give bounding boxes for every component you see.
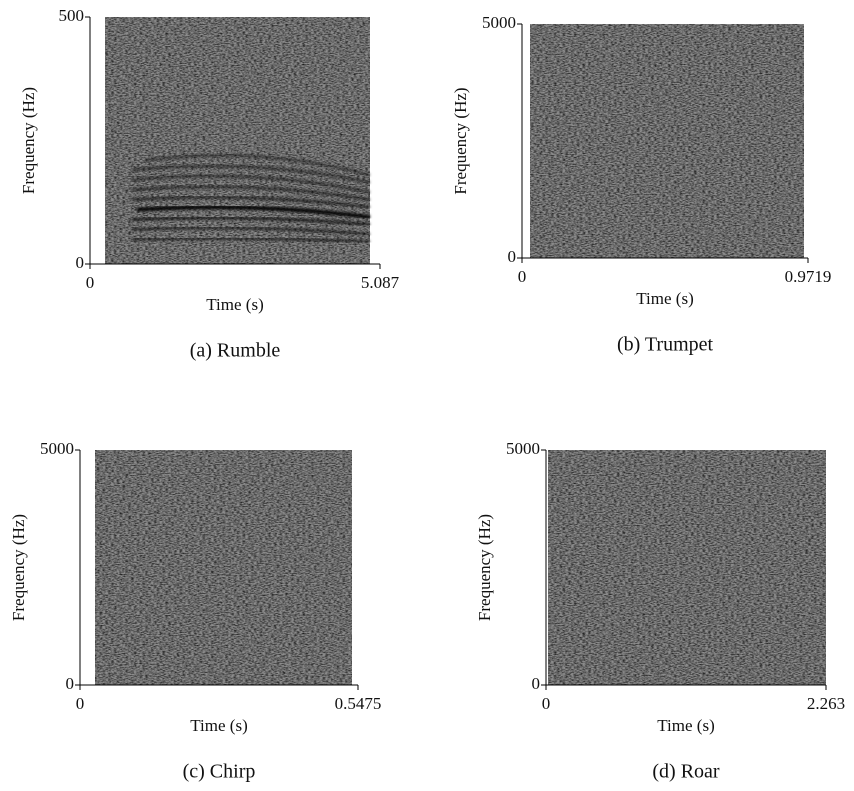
x-tick-label: 5.087 <box>361 273 400 292</box>
x-axis-label: Time (s) <box>657 716 714 735</box>
panel: 0 5000 0 0.5475 Time (s) Frequency (Hz) (c) Ch… <box>9 439 381 783</box>
x-tick-label: 0 <box>86 273 95 292</box>
harmonic <box>131 226 371 236</box>
x-tick-label: 0.5475 <box>335 694 382 713</box>
y-tick-label: 0 <box>76 253 85 272</box>
x-tick-label: 0 <box>518 267 527 286</box>
y-tick-label: 5000 <box>482 13 516 32</box>
harmonic <box>131 164 371 184</box>
panel: 0 5000 0 2.263 Time (s) Frequency (Hz) (d) Roa… <box>475 439 845 783</box>
x-tick-label: 2.263 <box>807 694 845 713</box>
harmonic <box>131 174 371 194</box>
x-axis-label: Time (s) <box>190 716 247 735</box>
y-tick-label: 0 <box>66 674 75 693</box>
x-axis-label: Time (s) <box>636 289 693 308</box>
caption: (a) Rumble <box>190 340 281 362</box>
y-axis-label: Frequency (Hz) <box>451 87 470 194</box>
x-tick-label: 0.9719 <box>785 267 832 286</box>
y-axis-label: Frequency (Hz) <box>9 514 28 621</box>
harmonic <box>131 185 371 202</box>
x-axis-label: Time (s) <box>206 295 263 314</box>
spectrogram-noise <box>105 17 370 264</box>
y-axis-label: Frequency (Hz) <box>19 87 38 194</box>
harmonic <box>144 153 371 177</box>
y-tick-label: 5000 <box>40 439 74 458</box>
panel: 0 500 0 5.087 Time (s) Frequency (Hz) (a) Rumb… <box>19 6 400 362</box>
harmonic <box>136 205 371 220</box>
y-tick-label: 5000 <box>506 439 540 458</box>
y-tick-label: 0 <box>532 674 541 693</box>
x-tick-label: 0 <box>542 694 551 713</box>
caption: (d) Roar <box>652 761 720 783</box>
harmonic <box>131 236 371 244</box>
caption: (b) Trumpet <box>617 334 714 356</box>
spectrogram-noise <box>95 450 352 685</box>
y-axis-label: Frequency (Hz) <box>475 514 494 621</box>
x-tick-label: 0 <box>76 694 85 713</box>
caption: (c) Chirp <box>183 761 256 783</box>
y-tick-label: 500 <box>59 6 85 25</box>
panel: 0 5000 0 0.9719 Time (s) Frequency (Hz) (b) Tr… <box>451 13 831 356</box>
y-tick-label: 0 <box>508 247 517 266</box>
harmonic <box>131 195 371 209</box>
harmonic <box>131 216 371 226</box>
